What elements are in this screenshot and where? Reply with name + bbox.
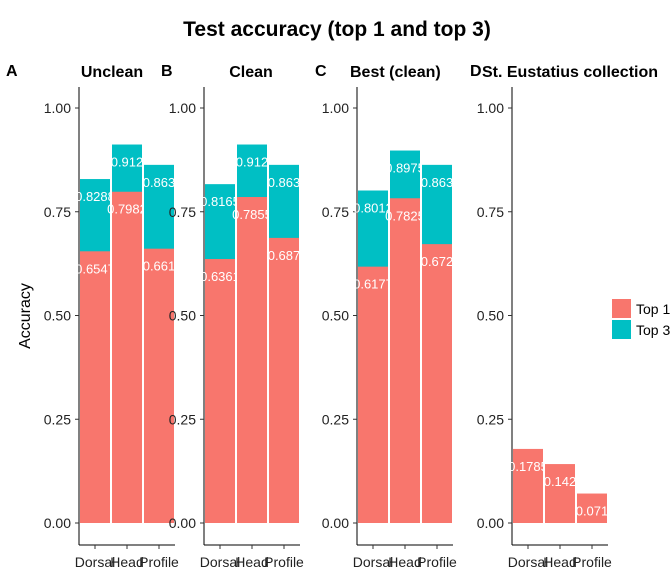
x-tick-label: Head <box>388 554 421 570</box>
x-tick-label: Head <box>235 554 268 570</box>
y-tick-label: 0.75 <box>477 204 504 220</box>
bar-top1-head <box>237 197 267 523</box>
y-tick-label: 0.25 <box>169 411 196 427</box>
y-tick-label: 0.25 <box>322 411 349 427</box>
panel-title: Clean <box>229 64 273 81</box>
y-tick-label: 0.00 <box>169 515 196 531</box>
x-tick-label: Dorsal <box>200 554 240 570</box>
x-tick-label: Dorsal <box>508 554 548 570</box>
y-tick-label: 0.50 <box>169 308 196 324</box>
bar-label-top3: 0.863 <box>268 175 301 190</box>
bar-label-top1: 0.6177 <box>353 277 393 292</box>
x-tick-label: Profile <box>417 554 457 570</box>
y-tick-label: 0.25 <box>44 411 71 427</box>
x-tick-label: Profile <box>572 554 612 570</box>
y-tick-label: 1.00 <box>169 100 196 116</box>
bar-label-top1: 0.071 <box>576 504 609 519</box>
panel-title: St. Eustatius collection <box>482 64 658 81</box>
x-tick-label: Dorsal <box>75 554 115 570</box>
chart-panels: 0.00 0.25 0.50 0.75 1.00 Unclean A 0.8288 0.6547… <box>6 63 658 570</box>
bar-top1-profile <box>577 493 607 523</box>
y-axis-label: Accuracy <box>17 283 34 349</box>
chart-panel-b: 0.00 0.25 0.50 0.75 1.00 Clean B 0.8165 0.6361 Do… <box>161 63 304 570</box>
bar-label-top3: 0.8288 <box>75 189 115 204</box>
x-tick-label: Head <box>543 554 576 570</box>
legend-swatch <box>612 299 631 318</box>
y-tick-label: 0.50 <box>477 308 504 324</box>
bar-label-top3: 0.8165 <box>200 194 240 209</box>
bar-top1-dorsal <box>513 448 543 523</box>
bar-label-top3: 0.912 <box>236 155 269 170</box>
x-tick-label: Dorsal <box>353 554 393 570</box>
bar-label-top1: 0.661 <box>143 259 176 274</box>
chart-panel-a: 0.00 0.25 0.50 0.75 1.00 Unclean A 0.8288 0.6547… <box>6 63 179 570</box>
legend: Top 1 Top 3 <box>612 299 670 339</box>
bar-label-top1: 0.7855 <box>232 207 272 222</box>
y-tick-label: 0.25 <box>477 411 504 427</box>
bar-label-top3: 0.8012 <box>353 201 393 216</box>
legend-label: Top 3 <box>636 322 670 338</box>
bar-label-top1: 0.687 <box>268 248 301 263</box>
panel-title: Best (clean) <box>350 64 441 81</box>
bar-top1-head <box>390 198 420 523</box>
bar-label-top3: 0.863 <box>421 175 454 190</box>
bar-top1-head <box>112 191 142 523</box>
bar-top1-dorsal <box>80 251 110 523</box>
bar-label-top1: 0.7825 <box>385 208 425 223</box>
bar-top1-dorsal <box>205 259 235 523</box>
bar-label-top3: 0.912 <box>111 155 144 170</box>
bar-label-top1: 0.6361 <box>200 269 240 284</box>
x-tick-label: Profile <box>139 554 179 570</box>
y-tick-label: 1.00 <box>322 100 349 116</box>
panel-letter: B <box>161 63 173 80</box>
bar-label-top1: 0.1785 <box>508 459 548 474</box>
y-tick-label: 1.00 <box>44 100 71 116</box>
panel-letter: D <box>470 63 482 80</box>
legend-swatch <box>612 320 631 339</box>
bar-label-top1: 0.6547 <box>75 261 115 276</box>
panel-title: Unclean <box>81 64 143 81</box>
panel-letter: A <box>6 63 18 80</box>
bar-top1-profile <box>269 237 299 523</box>
bar-label-top3: 0.863 <box>143 175 176 190</box>
y-tick-label: 0.75 <box>169 204 196 220</box>
y-tick-label: 0.50 <box>44 308 71 324</box>
bar-label-top3: 0.8975 <box>385 161 425 176</box>
bar-top1-head <box>545 464 575 523</box>
bar-top1-profile <box>144 248 174 523</box>
bar-label-top1: 0.672 <box>421 254 454 269</box>
y-tick-label: 0.50 <box>322 308 349 324</box>
bar-top1-dorsal <box>358 266 388 523</box>
y-tick-label: 0.00 <box>322 515 349 531</box>
y-tick-label: 0.75 <box>322 204 349 220</box>
legend-label: Top 1 <box>636 301 670 317</box>
y-tick-label: 0.00 <box>44 515 71 531</box>
y-tick-label: 0.00 <box>477 515 504 531</box>
panel-letter: C <box>315 63 327 80</box>
bar-top1-profile <box>422 244 452 523</box>
bar-label-top1: 0.7982 <box>107 202 147 217</box>
x-tick-label: Profile <box>264 554 304 570</box>
x-tick-label: Head <box>110 554 143 570</box>
y-tick-label: 0.75 <box>44 204 71 220</box>
y-tick-label: 1.00 <box>477 100 504 116</box>
bar-label-top1: 0.142 <box>544 474 577 489</box>
main-title: Test accuracy (top 1 and top 3) <box>183 18 491 41</box>
chart-panel-d: 0.00 0.25 0.50 0.75 1.00 St. Eustatius collec… <box>470 63 658 570</box>
